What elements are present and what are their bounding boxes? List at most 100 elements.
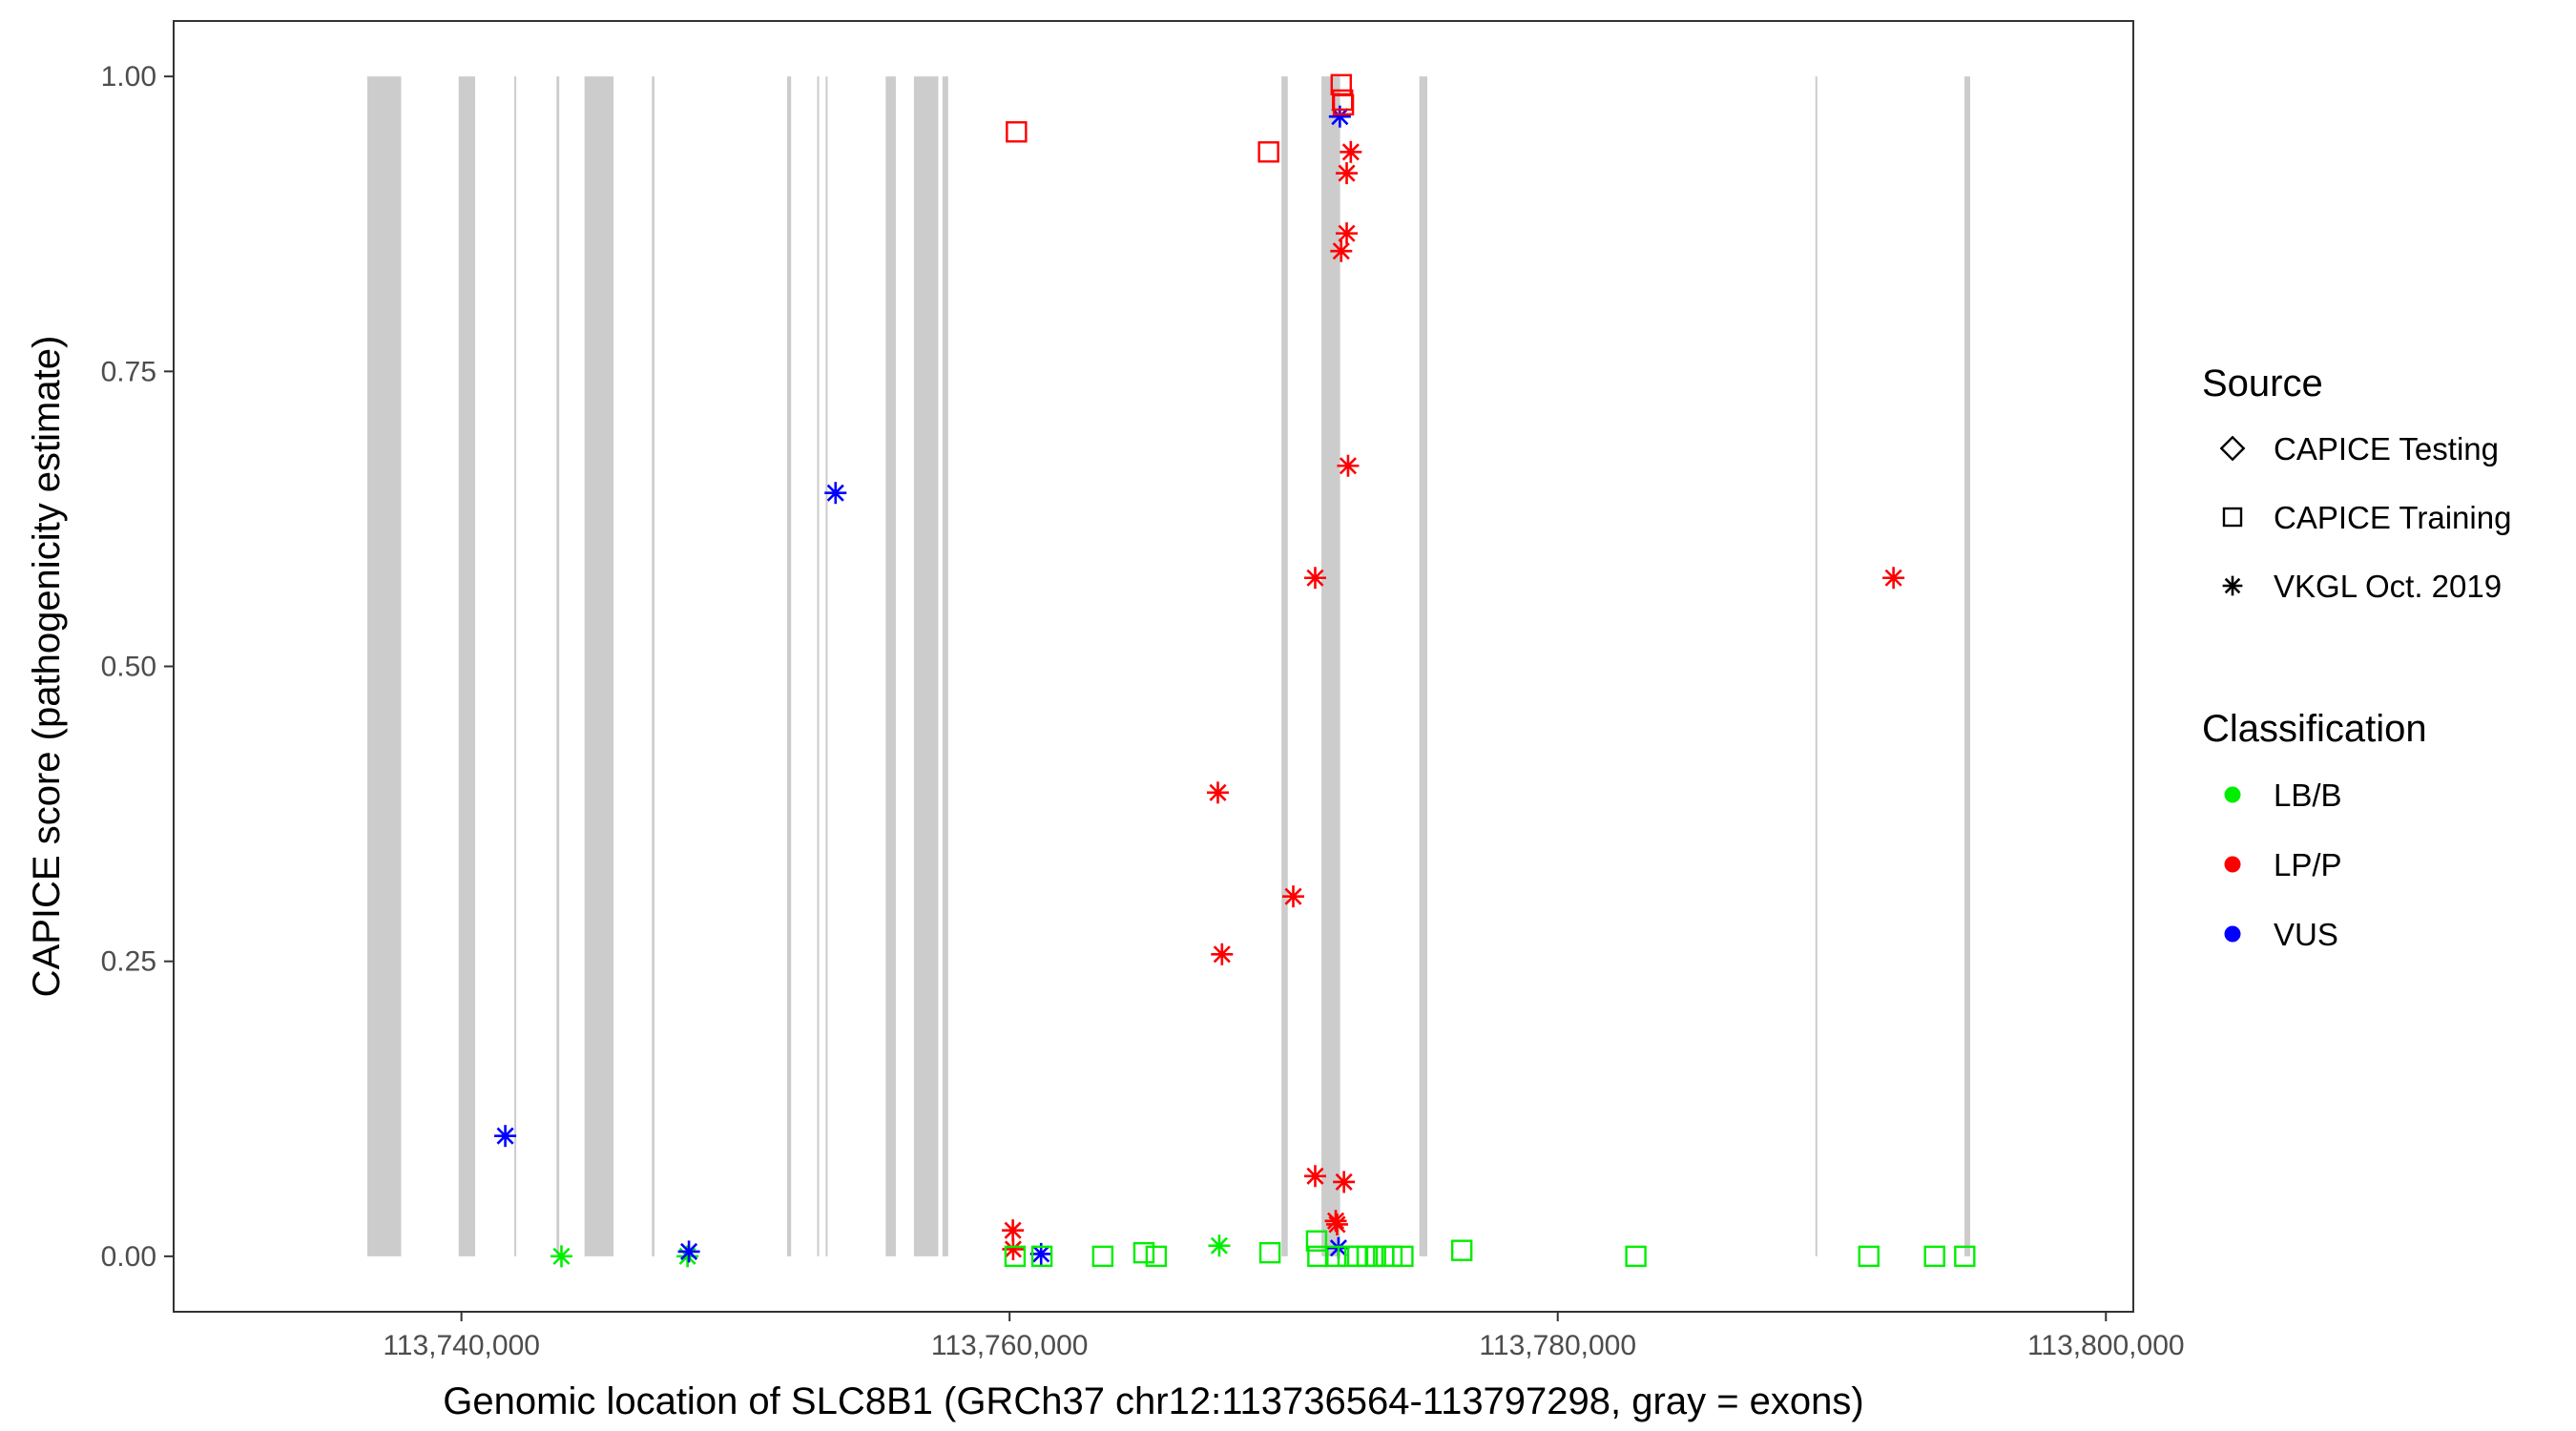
data-point-square [1145,1245,1168,1268]
data-point [1145,1245,1168,1268]
x-tick-label: 113,740,000 [383,1330,540,1361]
data-point [1211,943,1234,965]
x-tick-label: 113,800,000 [2027,1330,2185,1361]
exon-bands [366,76,1971,1256]
data-point-square [1923,1245,1945,1268]
legend-label-source: CAPICE Testing [2274,431,2499,467]
data-point [1333,1171,1356,1193]
data-point [494,1125,517,1148]
data-point [1006,121,1028,143]
data-point [1392,1245,1414,1268]
data-point-square [1258,1241,1281,1264]
data-point-stroke [1338,224,1356,242]
data-point-square [1305,1230,1328,1252]
data-point [1332,93,1355,116]
exon-band [366,76,402,1256]
data-point [1303,1165,1326,1188]
data-point-stroke [1335,1172,1353,1192]
exon-band [942,76,948,1256]
data-point [1091,1245,1114,1268]
data-point [1207,781,1230,804]
exon-band [1281,76,1288,1256]
exon-band [652,76,654,1256]
data-point-stroke [1338,164,1356,182]
data-point-stroke [680,1242,698,1260]
x-tick-label: 113,780,000 [1479,1330,1636,1361]
data-point-square [1381,1245,1403,1268]
data-point [1303,567,1326,590]
data-point-stroke [1884,569,1902,587]
data-point-square [1324,1245,1347,1268]
data-point [1340,140,1362,163]
data-point-stroke [1306,1167,1324,1185]
data-point-stroke [1004,1221,1022,1239]
data-point-stroke [1209,783,1227,801]
data-point [1381,1245,1403,1268]
x-tick-label: 113,760,000 [931,1330,1089,1361]
data-point [1625,1245,1647,1268]
exon-band [556,76,560,1256]
data-point [1954,1245,1976,1268]
data-point-square [1858,1245,1880,1268]
data-point-square [1004,1245,1027,1268]
data-point-square [1307,1245,1329,1268]
data-point-stroke [1341,143,1360,161]
exon-band [817,76,820,1256]
data-point-stroke [1210,1236,1228,1255]
data-point-stroke [1328,1215,1346,1234]
legend-key-classification [2224,786,2241,803]
exon-band [1321,76,1340,1256]
data-point-stroke [1284,887,1302,905]
data-point [1257,141,1279,163]
data-point [1030,1245,1053,1268]
data-point [1004,1245,1027,1268]
data-point [1307,1245,1329,1268]
exon-band [913,76,939,1256]
data-point [1336,162,1359,185]
data-point [677,1240,700,1263]
data-point [1324,1210,1347,1233]
data-point-square [1132,1241,1155,1264]
exon-band [584,76,614,1256]
data-point-square [1257,141,1279,163]
data-point [1325,1213,1348,1235]
exon-band [786,76,792,1256]
data-point [1282,885,1305,908]
legend-key-source-diamond [2219,435,2246,462]
legend-key-source [2219,435,2246,462]
y-tick-label: 0.50 [101,652,156,683]
legend-key-classification [2224,856,2241,873]
data-point-stroke [1306,569,1324,587]
data-point-stroke [1331,108,1349,126]
data-point-stroke [1332,242,1350,260]
legend-key-source [2222,575,2243,596]
data-point-stroke [1213,945,1231,964]
y-tick-label: 0.25 [101,946,156,978]
exon-band [458,76,475,1256]
y-axis-title: CAPICE score (pathogenicity estimate) [26,336,68,998]
legend-label-classification: LB/B [2274,778,2342,813]
data-point [1132,1241,1155,1264]
legend-label-classification: LP/P [2274,847,2342,882]
data-point-stroke [496,1127,514,1145]
data-point [1324,1245,1347,1268]
data-point-square [1450,1239,1473,1261]
data-point-square [1006,121,1028,143]
exon-band [885,76,896,1256]
data-point-stroke [826,484,844,502]
data-point [1882,567,1905,590]
data-point-stroke [552,1247,571,1265]
exon-band [1419,76,1427,1256]
legend-title-classification: Classification [2202,708,2427,750]
x-axis-title: Genomic location of SLC8B1 (GRCh37 chr12… [443,1380,1863,1422]
exon-band [1964,76,1971,1256]
data-point [1305,1230,1328,1252]
y-tick-label: 0.00 [101,1241,156,1273]
data-point-stroke [1326,1212,1345,1230]
y-tick-label: 0.75 [101,356,156,387]
exon-band [825,76,828,1256]
exon-band [514,76,517,1256]
data-point-square [1625,1245,1647,1268]
